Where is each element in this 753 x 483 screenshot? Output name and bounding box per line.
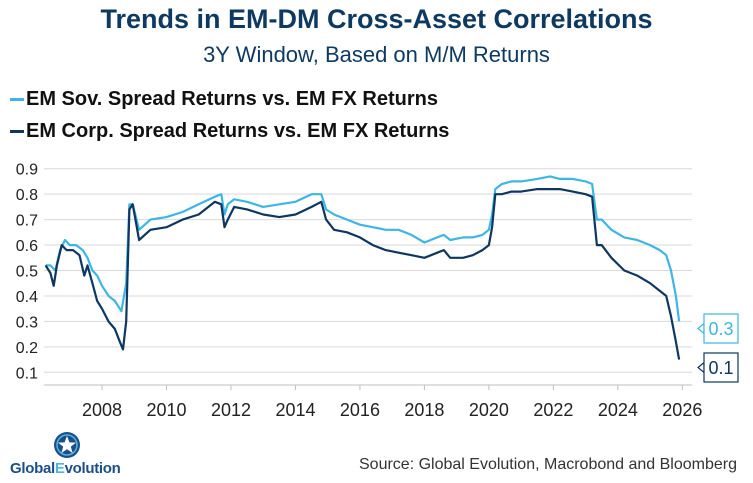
legend-label-corp: EM Corp. Spread Returns vs. EM FX Return… [26, 120, 450, 142]
end-label-corp-box [703, 352, 739, 383]
y-tick-label: 0.6 [16, 238, 38, 255]
end-label-sov-box [703, 313, 739, 344]
end-label-sov-pointer [697, 322, 705, 335]
y-tick-label: 0.1 [16, 365, 38, 382]
y-tick-label: 0.3 [16, 314, 38, 331]
x-tick-label: 2014 [275, 400, 315, 420]
y-tick-label: 0.7 [16, 213, 38, 230]
logo-wordmark: GlobalEvolution [10, 460, 121, 477]
end-label-corp: 0.1 [708, 358, 733, 378]
x-tick-label: 2008 [82, 400, 122, 420]
legend-item-sov: EM Sov. Spread Returns vs. EM FX Returns [10, 88, 438, 111]
source-note: Source: Global Evolution, Macrobond and … [359, 456, 737, 473]
star-circle-icon [54, 432, 80, 458]
x-tick-label: 2022 [533, 400, 573, 420]
x-tick-label: 2012 [211, 400, 251, 420]
chart-subtitle: 3Y Window, Based on M/M Returns [203, 42, 550, 67]
y-tick-label: 0.2 [16, 340, 38, 357]
x-tick-label: 2010 [146, 400, 186, 420]
legend-label-sov: EM Sov. Spread Returns vs. EM FX Returns [26, 88, 438, 110]
x-tick-label: 2024 [598, 400, 638, 420]
y-tick-label: 0.4 [16, 289, 38, 306]
series-line-sov [45, 175, 681, 322]
legend-swatch-sov [10, 98, 24, 101]
x-tick-label: 2018 [404, 400, 444, 420]
series-line-corp [44, 188, 681, 360]
y-tick-label: 0.9 [16, 162, 38, 179]
y-tick-label: 0.8 [16, 187, 38, 204]
legend-item-corp: EM Corp. Spread Returns vs. EM FX Return… [10, 120, 449, 143]
y-tick-label: 0.5 [16, 264, 38, 281]
x-tick-label: 2026 [662, 400, 702, 420]
global-evolution-logo: GlobalEvolution [10, 432, 140, 478]
end-label-sov: 0.3 [708, 319, 733, 339]
end-label-corp-pointer [697, 361, 705, 374]
chart-title: Trends in EM-DM Cross-Asset Correlations [100, 4, 653, 34]
x-tick-label: 2020 [469, 400, 509, 420]
x-tick-label: 2016 [340, 400, 380, 420]
legend-swatch-corp [10, 130, 24, 133]
